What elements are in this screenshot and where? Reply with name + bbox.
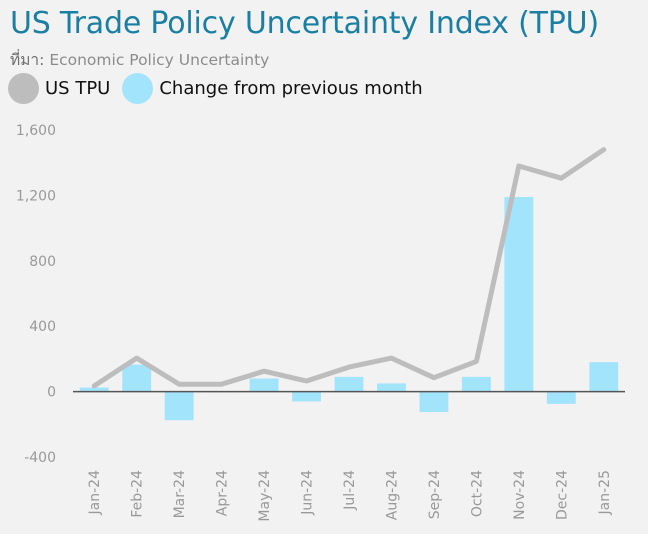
x-tick-label: Nov-24: [512, 470, 528, 520]
x-tick-label: Jan-25: [597, 470, 613, 515]
bar-sep-24: [419, 392, 448, 412]
bar-oct-24: [462, 377, 491, 392]
bar-jan-25: [589, 362, 618, 391]
x-tick-label: Jun-24: [300, 470, 316, 516]
y-tick-label: 800: [29, 254, 56, 270]
x-tick-label: Jan-24: [87, 470, 103, 516]
bar-feb-24: [122, 365, 151, 392]
x-tick-label: Feb-24: [130, 470, 146, 518]
x-tick-label: Mar-24: [172, 470, 188, 518]
x-tick-label: Oct-24: [469, 470, 485, 517]
y-tick-label: -400: [24, 450, 56, 466]
y-tick-label: 400: [29, 319, 56, 335]
bar-dec-24: [547, 392, 576, 404]
x-tick-label: Aug-24: [384, 470, 400, 520]
bar-aug-24: [377, 383, 406, 391]
x-tick-label: Apr-24: [215, 470, 231, 516]
x-tick-label: Jul-24: [342, 470, 358, 511]
bar-jul-24: [335, 377, 364, 392]
bar-may-24: [250, 379, 279, 392]
x-tick-label: May-24: [257, 470, 273, 522]
bar-mar-24: [165, 392, 194, 421]
chart-plot: -400 0 400 800 1,200 1,600 Jan-24 Feb-24 Mar-24 A…: [0, 0, 648, 534]
bar-jun-24: [292, 392, 321, 402]
y-tick-label: 0: [47, 385, 56, 401]
x-tick-label: Dec-24: [554, 470, 570, 520]
x-tick-label: Sep-24: [427, 470, 443, 519]
bar-nov-24: [504, 197, 533, 392]
y-tick-label: 1,600: [16, 123, 56, 139]
y-tick-label: 1,200: [16, 188, 56, 204]
